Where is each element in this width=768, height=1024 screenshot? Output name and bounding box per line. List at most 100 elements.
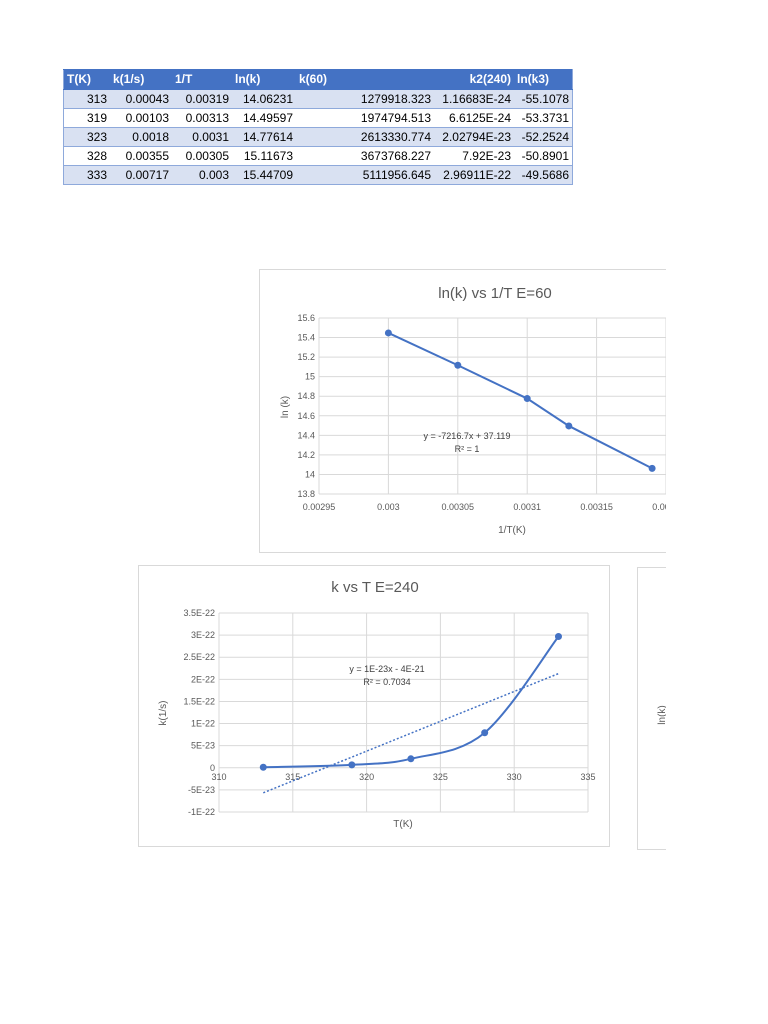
table-row: 323 0.0018 0.0031 14.77614 2613330.774 2.0279… — [63, 127, 573, 147]
x-tick-label: 335 — [580, 772, 595, 782]
y-tick-label: 14 — [305, 469, 315, 479]
data-table: T(K) k(1/s) 1/T ln(k) k(60) k2(240) ln(k… — [63, 69, 573, 185]
table-cell[interactable]: 3673768.227 — [350, 146, 434, 166]
y-tick-label: 5E-23 — [191, 741, 215, 751]
chart3-svg: ln(k) — [657, 705, 668, 724]
table-cell[interactable]: -50.8901 — [514, 146, 573, 166]
table-cell[interactable]: 2.96911E-22 — [434, 165, 514, 185]
y-tick-label: 13.8 — [297, 489, 315, 499]
table-cell[interactable]: 0.003 — [172, 165, 232, 185]
chart2-y-axis-label: k(1/s) — [158, 701, 169, 726]
data-point — [384, 329, 392, 337]
data-point — [348, 761, 356, 769]
data-point — [454, 361, 462, 369]
table-cell[interactable]: 0.00319 — [172, 89, 232, 109]
table-cell[interactable]: 323 — [63, 127, 110, 147]
table-row: 319 0.00103 0.00313 14.49597 1974794.513 6.61… — [63, 108, 573, 128]
y-tick-label: 15.6 — [297, 313, 315, 323]
chart-k-vs-t[interactable]: k vs T E=240 -1E-22 -5E-23 0 5E-23 1E-22 1.5E… — [138, 565, 610, 847]
header-k60[interactable]: k(60) — [296, 69, 350, 90]
y-tick-label: 2.5E-22 — [183, 652, 215, 662]
x-tick-label: 0.00295 — [303, 502, 336, 512]
table-cell[interactable]: 5111956.645 — [350, 165, 434, 185]
table-cell[interactable]: -55.1078 — [514, 89, 573, 109]
table-cell[interactable]: 319 — [63, 108, 110, 128]
table-cell[interactable]: 0.00355 — [110, 146, 172, 166]
table-row: 313 0.00043 0.00319 14.06231 1279918.323 1.16… — [63, 89, 573, 109]
series-line — [263, 635, 560, 769]
chart-lnk-vs-inverse-t[interactable]: ln(k) vs 1/T E=60 13.8 14 14.2 14.4 14.6 14.8… — [259, 269, 679, 553]
chart3-y-axis-label: ln(k) — [657, 705, 668, 724]
chart2-trendline-equation: y = 1E-23x - 4E-21 — [349, 664, 424, 674]
data-point — [481, 729, 489, 737]
table-cell[interactable]: -49.5686 — [514, 165, 573, 185]
table-cell[interactable] — [296, 146, 350, 166]
data-point — [407, 755, 415, 763]
x-tick-label: 330 — [507, 772, 522, 782]
y-tick-label: 1E-22 — [191, 719, 215, 729]
table-cell[interactable]: 14.06231 — [232, 89, 296, 109]
table-cell[interactable]: 6.6125E-24 — [434, 108, 514, 128]
table-cell[interactable]: 0.0031 — [172, 127, 232, 147]
header-temperature[interactable]: T(K) — [63, 69, 110, 90]
x-tick-label: 310 — [211, 772, 226, 782]
table-cell[interactable]: 1.16683E-24 — [434, 89, 514, 109]
chart1-r-squared: R² = 1 — [455, 444, 480, 454]
x-tick-label: 325 — [433, 772, 448, 782]
header-inverse-t[interactable]: 1/T — [172, 69, 232, 90]
chart1-x-axis-label: 1/T(K) — [498, 525, 526, 536]
chart1-svg: ln(k) vs 1/T E=60 13.8 14 14.2 14.4 14.6 14.8… — [280, 285, 679, 536]
table-cell[interactable]: 2.02794E-23 — [434, 127, 514, 147]
chart2-svg: k vs T E=240 -1E-22 -5E-23 0 5E-23 1E-22 1.5E… — [158, 579, 596, 830]
table-cell[interactable]: 7.92E-23 — [434, 146, 514, 166]
table-cell[interactable] — [296, 127, 350, 147]
header-ln-k3[interactable]: ln(k3) — [514, 69, 573, 90]
table-cell[interactable] — [296, 89, 350, 109]
chart1-title: ln(k) vs 1/T E=60 — [438, 285, 552, 302]
header-blank[interactable] — [350, 69, 434, 90]
chart2-x-axis-label: T(K) — [393, 819, 412, 830]
data-point — [648, 464, 656, 472]
y-tick-label: 14.4 — [297, 430, 315, 440]
header-k2-240[interactable]: k2(240) — [434, 69, 514, 90]
data-point — [259, 763, 267, 771]
table-cell[interactable]: -53.3731 — [514, 108, 573, 128]
table-cell[interactable]: 14.77614 — [232, 127, 296, 147]
header-rate-constant[interactable]: k(1/s) — [110, 69, 172, 90]
table-cell[interactable] — [296, 108, 350, 128]
table-row: 333 0.00717 0.003 15.44709 5111956.645 2.9691… — [63, 165, 573, 185]
table-cell[interactable]: 0.00717 — [110, 165, 172, 185]
y-tick-label: 14.6 — [297, 411, 315, 421]
table-cell[interactable]: 0.00103 — [110, 108, 172, 128]
table-cell[interactable] — [296, 165, 350, 185]
table-cell[interactable]: 15.44709 — [232, 165, 296, 185]
x-tick-label: 0.00305 — [442, 502, 475, 512]
y-tick-label: 3E-22 — [191, 630, 215, 640]
table-cell[interactable]: 1279918.323 — [350, 89, 434, 109]
chart1-y-axis-label: ln (k) — [280, 396, 291, 418]
data-point — [554, 632, 562, 640]
x-tick-label: 0.0031 — [513, 502, 541, 512]
table-cell[interactable]: 0.0018 — [110, 127, 172, 147]
y-tick-label: 3.5E-22 — [183, 608, 215, 618]
chart1-trendline-equation: y = -7216.7x + 37.119 — [424, 431, 511, 441]
table-cell[interactable]: 0.00305 — [172, 146, 232, 166]
table-cell[interactable]: 15.11673 — [232, 146, 296, 166]
table-cell[interactable]: -52.2524 — [514, 127, 573, 147]
table-cell[interactable]: 2613330.774 — [350, 127, 434, 147]
table-cell[interactable]: 328 — [63, 146, 110, 166]
table-cell[interactable]: 0.00043 — [110, 89, 172, 109]
y-tick-label: 15.2 — [297, 352, 315, 362]
table-cell[interactable]: 313 — [63, 89, 110, 109]
table-cell[interactable]: 1974794.513 — [350, 108, 434, 128]
table-cell[interactable]: 0.00313 — [172, 108, 232, 128]
x-tick-label: 0.00315 — [580, 502, 613, 512]
y-tick-label: 2E-22 — [191, 674, 215, 684]
y-tick-label: 0 — [210, 763, 215, 773]
table-row: 328 0.00355 0.00305 15.11673 3673768.227 7.92… — [63, 146, 573, 166]
header-ln-k[interactable]: ln(k) — [232, 69, 296, 90]
table-cell[interactable]: 333 — [63, 165, 110, 185]
x-tick-label: 315 — [285, 772, 300, 782]
y-tick-label: 1.5E-22 — [183, 696, 215, 706]
table-cell[interactable]: 14.49597 — [232, 108, 296, 128]
